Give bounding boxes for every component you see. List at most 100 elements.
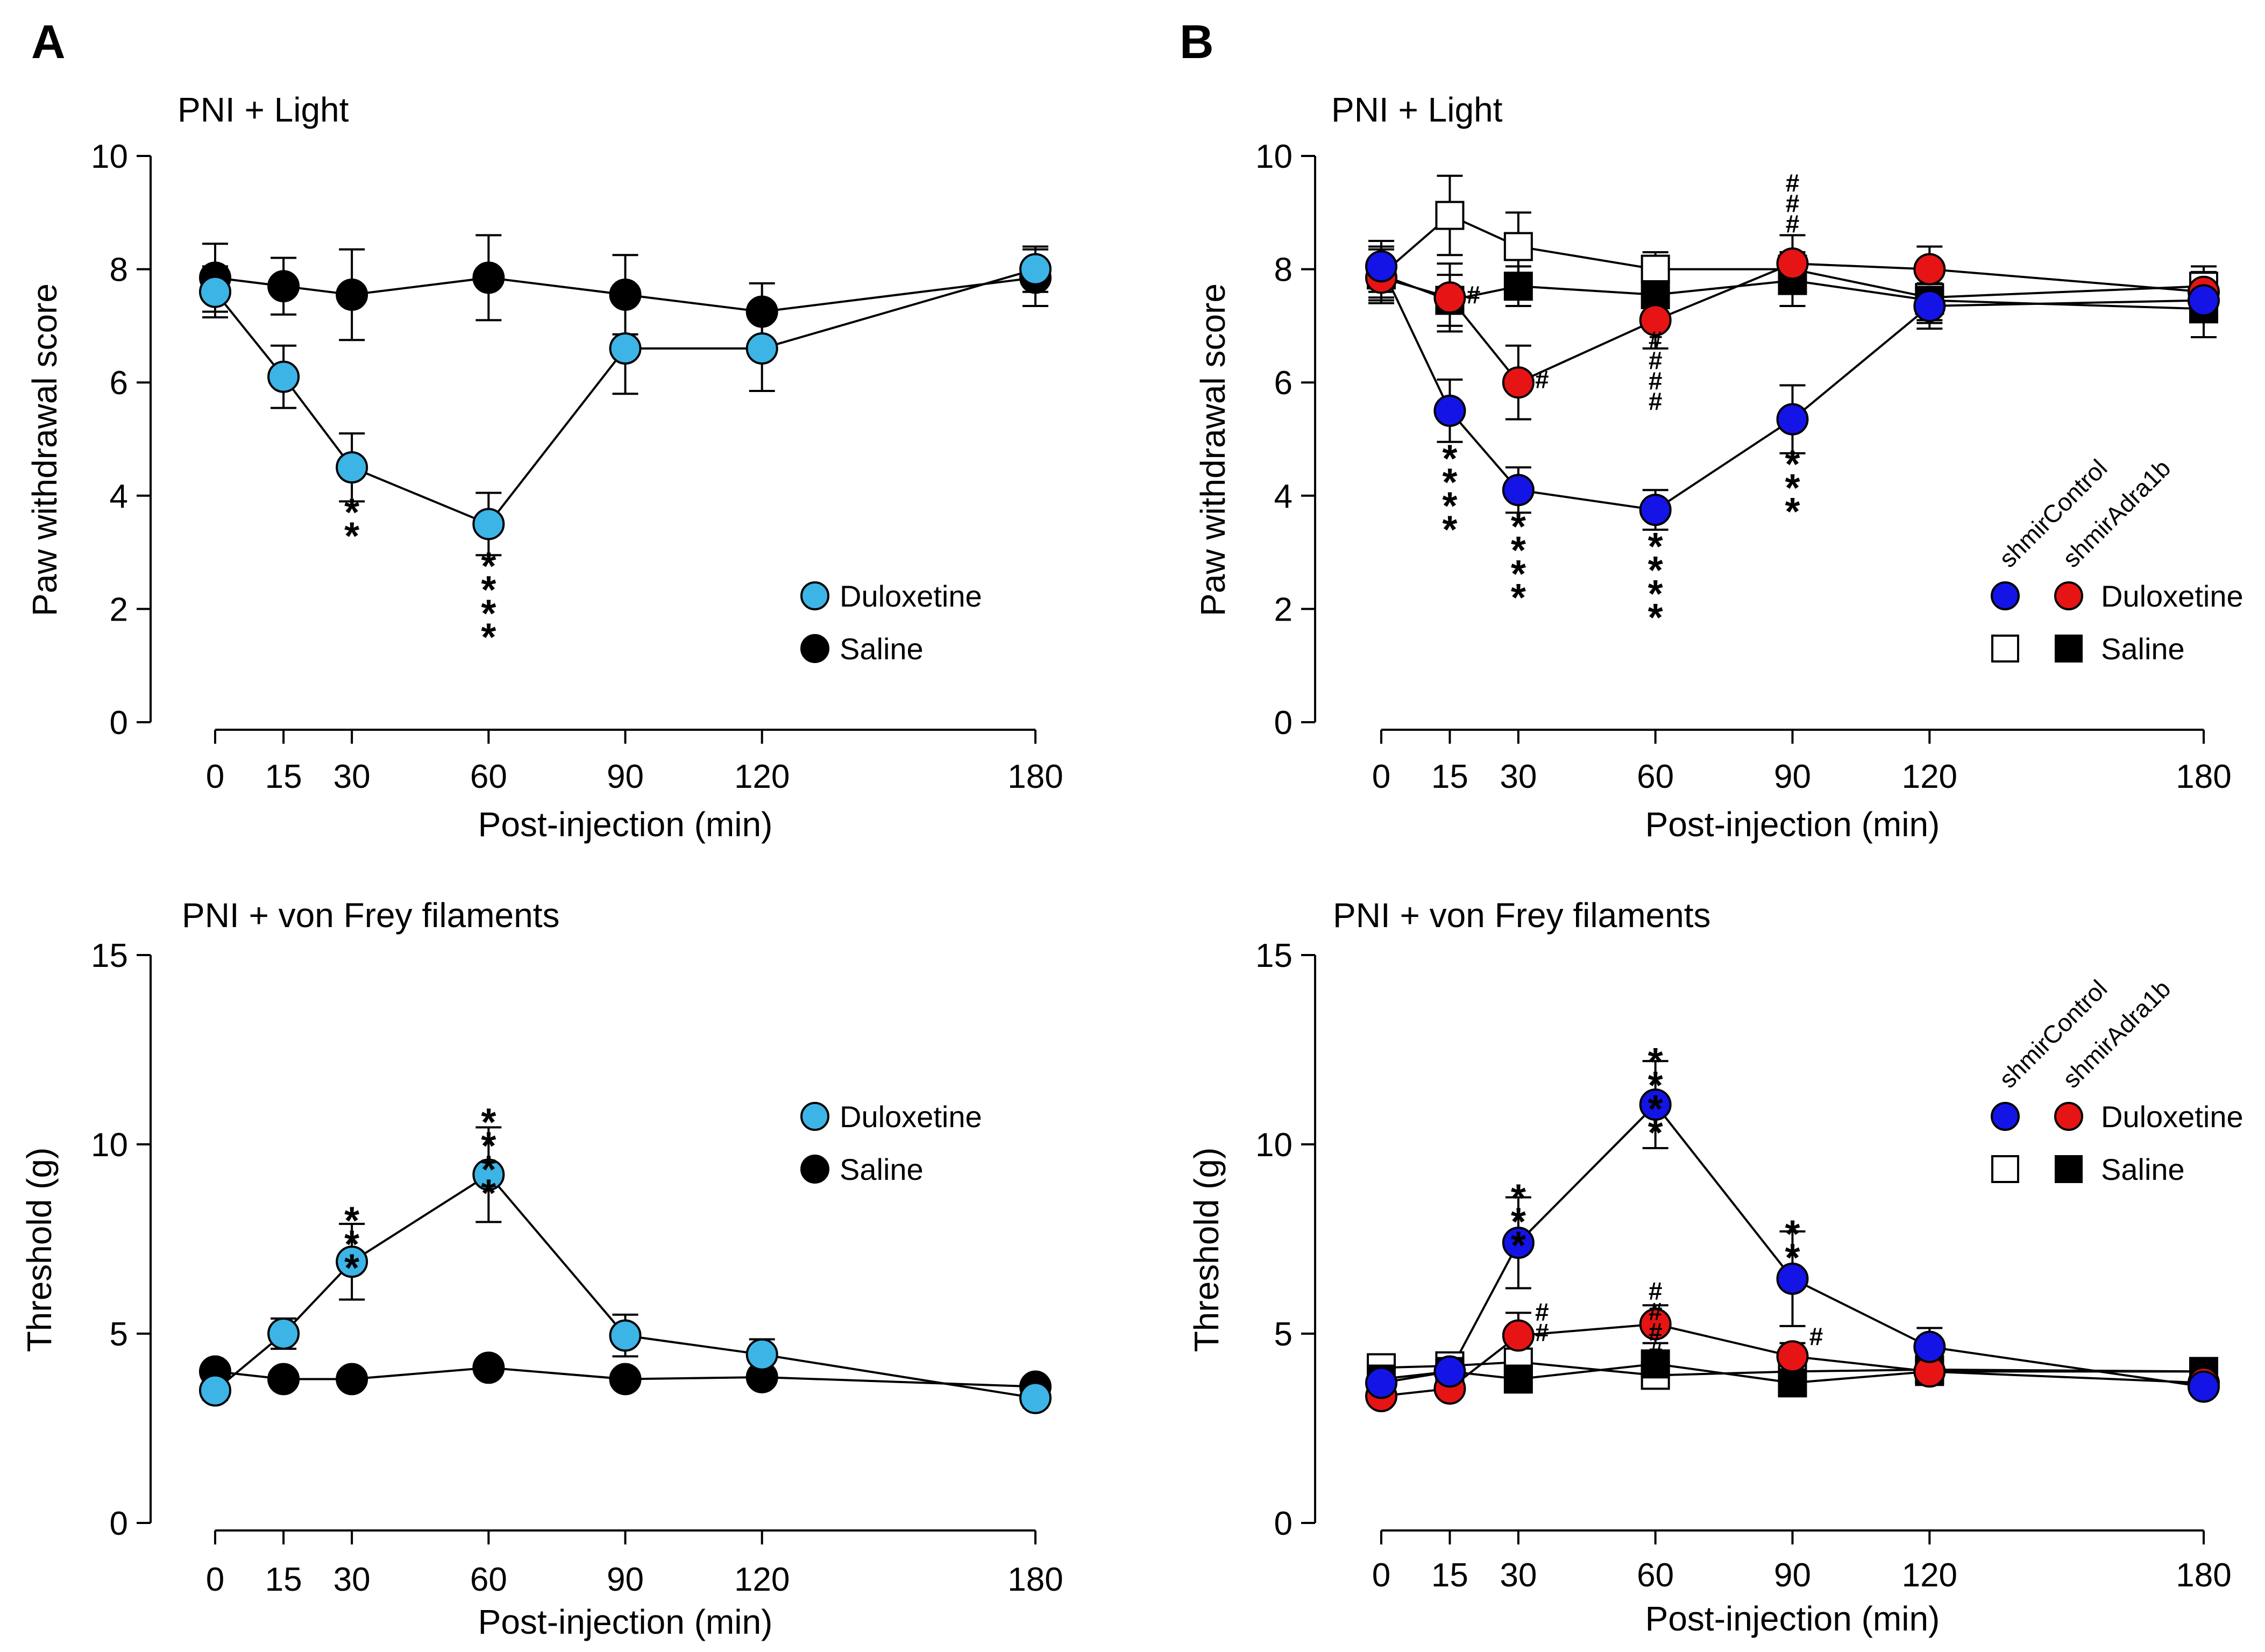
chart-a_bottom: 0 5 10 15 Threshold (g) 0 15 30 60 90 120 180 Post-i…: [20, 937, 1063, 1641]
significance-asterisk: * * *: [1785, 443, 1800, 533]
panel-label-b: B: [1180, 15, 1214, 68]
legend-marker: [2054, 1102, 2083, 1131]
data-point-saline: [472, 261, 505, 294]
y-tick-label: 0: [1274, 704, 1293, 742]
data-point-duloxetine: [472, 1158, 505, 1191]
data-point-duloxetine: [1019, 253, 1052, 286]
legend-marker: [800, 581, 829, 610]
data-point-shmiradra1b-duloxetine: [1502, 366, 1535, 399]
data-point-shmircontrol-duloxetine: [1913, 1330, 1946, 1363]
x-tick-label: 30: [1500, 758, 1537, 795]
significance-asterisk: * * * *: [481, 1101, 496, 1215]
x-axis-label: Post-injection (min): [1645, 805, 1940, 844]
x-tick-label: 0: [206, 758, 224, 795]
significance-hash: # #: [1535, 1298, 1549, 1346]
data-point-saline: [609, 1363, 642, 1395]
y-tick-label: 10: [91, 138, 128, 175]
data-point-duloxetine: [745, 332, 778, 365]
x-tick-label: 30: [333, 758, 371, 795]
data-point-saline: [745, 295, 778, 328]
significance-hash: # # # #: [1649, 326, 1663, 415]
y-tick-label: 15: [1255, 937, 1293, 974]
y-tick-label: 4: [110, 478, 128, 515]
data-point-shmircontrol-duloxetine: [1639, 494, 1672, 526]
y-tick-label: 8: [110, 252, 128, 289]
significance-asterisk: * * *: [1511, 1177, 1526, 1267]
x-axis-label: Post-injection (min): [478, 1603, 773, 1641]
y-tick-label: 2: [1274, 591, 1293, 628]
y-axis-label: Threshold (g): [20, 1148, 59, 1352]
y-axis-label: Paw withdrawal score: [25, 283, 64, 616]
data-point-shmiradra1b-duloxetine: [1776, 247, 1809, 280]
y-axis-label: Paw withdrawal score: [1194, 283, 1232, 616]
data-point-saline: [267, 270, 300, 303]
data-point-shmircontrol-duloxetine: [1639, 1088, 1672, 1121]
data-point-shmiradra1b-saline: [1503, 1364, 1533, 1394]
data-point-duloxetine: [267, 1318, 300, 1350]
x-tick-label: 90: [607, 758, 644, 795]
y-axis-label: Threshold (g): [1187, 1148, 1226, 1352]
data-point-shmircontrol-duloxetine: [1433, 1355, 1466, 1388]
data-point-shmiradra1b-duloxetine: [1502, 1319, 1535, 1352]
x-tick-label: 30: [1500, 1557, 1537, 1594]
legend-marker: [1991, 1155, 2019, 1183]
legend-label: Duloxetine: [840, 1100, 982, 1134]
x-tick-label: 180: [1007, 758, 1063, 795]
chart-title-b-top: PNI + Light: [1331, 90, 1503, 129]
data-point-shmiradra1b-saline: [1641, 1349, 1670, 1379]
y-tick-label: 15: [91, 937, 128, 974]
x-tick-label: 120: [734, 1561, 790, 1598]
y-tick-label: 0: [1274, 1505, 1293, 1542]
x-tick-label: 120: [1902, 758, 1957, 795]
chart-b_bottom: 0 5 10 15 Threshold (g) 0 15 30 60 90 120 180 Post-i…: [1187, 937, 2243, 1638]
y-tick-label: 8: [1274, 252, 1293, 289]
x-axis-label: Post-injection (min): [478, 805, 773, 844]
significance-asterisk: * *: [1785, 1213, 1800, 1279]
x-tick-label: 60: [1637, 758, 1674, 795]
x-tick-label: 90: [1774, 1557, 1811, 1594]
x-tick-label: 0: [206, 1561, 224, 1598]
y-tick-label: 4: [1274, 478, 1293, 515]
x-tick-label: 180: [1007, 1561, 1063, 1598]
data-point-duloxetine: [336, 1245, 368, 1278]
panel-label-a: A: [31, 15, 66, 68]
legend-marker: [2055, 635, 2083, 663]
chart-b_top: 0 2 4 6 8 10 Paw withdrawal score 0 15 30 60 90 120 1…: [1194, 138, 2243, 844]
data-point-shmiradra1b-duloxetine: [1639, 304, 1672, 337]
legend-marker: [2055, 1155, 2083, 1183]
data-point-duloxetine: [267, 360, 300, 393]
significance-asterisk: * * * *: [1648, 1041, 1663, 1155]
data-point-duloxetine: [745, 1338, 778, 1371]
data-point-shmiradra1b-duloxetine: [1639, 1308, 1672, 1341]
significance-asterisk: * * * *: [1648, 525, 1663, 639]
significance-asterisk: * *: [344, 492, 359, 558]
data-point-shmircontrol-duloxetine: [1365, 250, 1397, 283]
legend-group-label: shmirControl: [1993, 454, 2112, 573]
x-tick-label: 90: [607, 1561, 644, 1598]
significance-hash: #: [1809, 1322, 1823, 1350]
chart-title-a-top: PNI + Light: [177, 90, 349, 129]
legend-label: Duloxetine: [2101, 579, 2243, 613]
x-tick-label: 90: [1774, 758, 1811, 795]
x-tick-label: 30: [333, 1561, 371, 1598]
y-tick-label: 5: [1274, 1316, 1293, 1353]
data-point-saline: [336, 1363, 368, 1395]
data-point-shmircontrol-duloxetine: [1776, 403, 1809, 436]
significance-asterisk: * * * *: [1442, 438, 1457, 552]
x-tick-label: 15: [265, 1561, 302, 1598]
data-point-shmiradra1b-duloxetine: [1776, 1340, 1809, 1373]
data-point-shmircontrol-duloxetine: [1502, 1227, 1535, 1259]
x-tick-label: 60: [470, 1561, 507, 1598]
chart-title-b-bottom: PNI + von Frey filaments: [1333, 896, 1711, 935]
data-point-duloxetine: [472, 508, 505, 540]
data-point-shmircontrol-duloxetine: [1776, 1262, 1809, 1295]
legend-marker: [1991, 1102, 2020, 1131]
legend-label: Saline: [840, 1152, 924, 1186]
x-axis-label: Post-injection (min): [1645, 1599, 1940, 1638]
chart-title-a-bottom: PNI + von Frey filaments: [182, 896, 560, 935]
x-tick-label: 0: [1372, 758, 1390, 795]
data-point-shmiradra1b-saline: [1778, 1368, 1807, 1398]
legend-marker: [2054, 581, 2083, 610]
x-tick-label: 180: [2176, 1557, 2231, 1594]
x-tick-label: 15: [1431, 758, 1468, 795]
